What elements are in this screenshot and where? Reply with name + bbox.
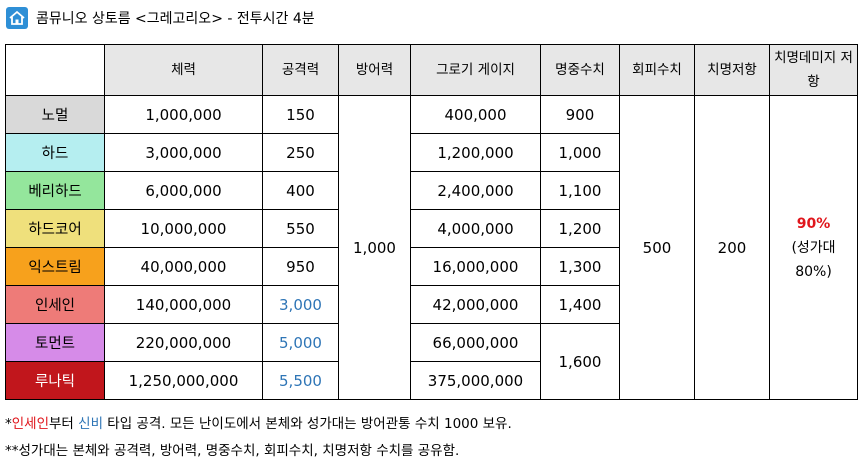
difficulty-cell: 토먼트 [5, 323, 105, 362]
column-header: 치명저항 [694, 44, 770, 96]
difficulty-cell: 루나틱 [5, 361, 105, 400]
footnote-text: **성가대는 본체와 공격력, 방어력, 명중수치, 회피수치, 치명저항 수치… [5, 443, 460, 459]
accuracy-cell: 1,200 [540, 209, 620, 248]
hp-cell: 10,000,000 [104, 209, 263, 248]
column-header: 방어력 [338, 44, 411, 96]
column-header: 체력 [104, 44, 263, 96]
groggy-cell: 2,400,000 [410, 171, 541, 210]
difficulty-cell: 익스트림 [5, 247, 105, 286]
crit-damage-text: 90% [796, 215, 831, 232]
accuracy-cell: 1,300 [540, 247, 620, 286]
hp-cell: 220,000,000 [104, 323, 263, 362]
difficulty-cell: 인세인 [5, 285, 105, 324]
data-row: 루나틱 1,250,000,000 5,500 375,000,000 [5, 361, 858, 400]
hp-cell: 40,000,000 [104, 247, 263, 286]
evasion-cell: 500 [619, 95, 695, 400]
accuracy-cell: 1,100 [540, 171, 620, 210]
difficulty-cell: 하드 [5, 133, 105, 172]
attack-cell: 550 [262, 209, 339, 248]
attack-cell: 5,500 [262, 361, 339, 400]
hp-cell: 140,000,000 [104, 285, 263, 324]
home-icon [6, 7, 28, 29]
attack-cell: 3,000 [262, 285, 339, 324]
column-header: 명중수치 [540, 44, 620, 96]
attack-cell: 5,000 [262, 323, 339, 362]
footnote-text: * [5, 416, 12, 432]
column-header: 회피수치 [619, 44, 695, 96]
hp-cell: 1,000,000 [104, 95, 263, 134]
data-row: 하드코어 10,000,000 550 4,000,000 1,200 [5, 209, 858, 248]
attack-cell: 950 [262, 247, 339, 286]
groggy-cell: 42,000,000 [410, 285, 541, 324]
column-header: 그로기 게이지 [410, 44, 541, 96]
groggy-cell: 66,000,000 [410, 323, 541, 362]
attack-cell: 250 [262, 133, 339, 172]
title-bar: 콤뮤니오 상토름 <그레고리오> - 전투시간 4분 [6, 6, 315, 30]
header-row: 체력 공격력 방어력 그로기 게이지 명중수치 회피수치 치명저항 치명데미지 저항 [5, 44, 858, 96]
footnote: **성가대는 본체와 공격력, 방어력, 명중수치, 회피수치, 치명저항 수치… [5, 439, 459, 459]
difficulty-cell: 베리하드 [5, 171, 105, 210]
hp-cell: 6,000,000 [104, 171, 263, 210]
data-row: 노멀 1,000,000 150 1,000 400,000 900 500 200 90% (성… [5, 95, 858, 400]
stats-table: 체력 공격력 방어력 그로기 게이지 명중수치 회피수치 치명저항 치명데미지 저항 노멀 1,0… [5, 44, 858, 400]
crit-damage-cell: 90% (성가대 80%) [769, 95, 858, 400]
title: 콤뮤니오 상토름 <그레고리오> - 전투시간 4분 [36, 11, 315, 27]
difficulty-cell: 노멀 [5, 95, 105, 134]
data-row: 베리하드 6,000,000 400 2,400,000 1,100 [5, 171, 858, 210]
footnote-text: 인세인 [11, 416, 50, 432]
column-header: 공격력 [262, 44, 339, 96]
accuracy-cell: 1,600 [540, 323, 620, 400]
footnote-text: 부터 [49, 416, 79, 432]
data-row: 인세인 140,000,000 3,000 42,000,000 1,400 [5, 285, 858, 324]
crit-damage-text: 80%) [795, 263, 832, 280]
footnote: *인세인부터 신비 타입 공격. 모든 난이도에서 본체와 성가대는 방어관통 … [5, 412, 512, 432]
hp-cell: 1,250,000,000 [104, 361, 263, 400]
footnote-text: 타입 공격. 모든 난이도에서 본체와 성가대는 방어관통 수치 1000 보유… [103, 416, 512, 432]
groggy-cell: 375,000,000 [410, 361, 541, 400]
corner-cell [5, 44, 105, 96]
groggy-cell: 16,000,000 [410, 247, 541, 286]
groggy-cell: 400,000 [410, 95, 541, 134]
column-header: 치명데미지 저항 [769, 44, 858, 96]
accuracy-cell: 900 [540, 95, 620, 134]
defense-cell: 1,000 [338, 95, 411, 400]
data-row: 익스트림 40,000,000 950 16,000,000 1,300 [5, 247, 858, 286]
attack-cell: 150 [262, 95, 339, 134]
crit-damage-text: (성가대 [791, 239, 836, 256]
footnote-text: 신비 [78, 416, 103, 432]
data-row: 하드 3,000,000 250 1,200,000 1,000 [5, 133, 858, 172]
crit-resist-cell: 200 [694, 95, 770, 400]
hp-cell: 3,000,000 [104, 133, 263, 172]
groggy-cell: 4,000,000 [410, 209, 541, 248]
difficulty-cell: 하드코어 [5, 209, 105, 248]
attack-cell: 400 [262, 171, 339, 210]
accuracy-cell: 1,400 [540, 285, 620, 324]
groggy-cell: 1,200,000 [410, 133, 541, 172]
accuracy-cell: 1,000 [540, 133, 620, 172]
data-row: 토먼트 220,000,000 5,000 66,000,000 1,600 [5, 323, 858, 400]
